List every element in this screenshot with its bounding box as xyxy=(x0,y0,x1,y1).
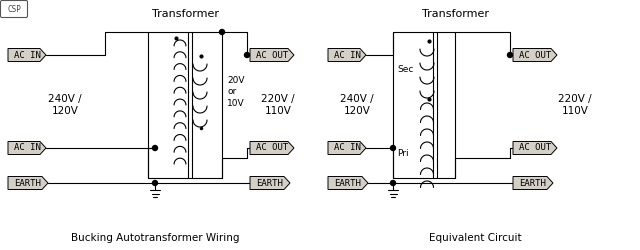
Polygon shape xyxy=(8,176,48,190)
Text: Sec: Sec xyxy=(397,66,413,74)
Bar xyxy=(148,32,222,178)
Text: EARTH: EARTH xyxy=(520,178,547,188)
Polygon shape xyxy=(250,176,290,190)
Polygon shape xyxy=(513,176,553,190)
Polygon shape xyxy=(250,142,294,154)
Text: AC OUT: AC OUT xyxy=(256,144,288,152)
Circle shape xyxy=(390,180,396,186)
Polygon shape xyxy=(513,142,557,154)
Text: AC IN: AC IN xyxy=(13,50,40,59)
Text: AC OUT: AC OUT xyxy=(519,50,551,59)
Bar xyxy=(393,32,455,178)
Text: AC IN: AC IN xyxy=(13,144,40,152)
Text: Pri: Pri xyxy=(397,148,408,158)
Text: Equivalent Circuit: Equivalent Circuit xyxy=(429,233,522,243)
Polygon shape xyxy=(8,48,46,62)
Polygon shape xyxy=(328,142,366,154)
Polygon shape xyxy=(328,176,368,190)
Text: 240V /
120V: 240V / 120V xyxy=(340,94,374,116)
Circle shape xyxy=(152,180,157,186)
Text: EARTH: EARTH xyxy=(335,178,362,188)
Circle shape xyxy=(390,146,396,150)
Text: Transformer: Transformer xyxy=(152,9,218,19)
Polygon shape xyxy=(513,48,557,62)
Text: Bucking Autotransformer Wiring: Bucking Autotransformer Wiring xyxy=(71,233,239,243)
Text: AC OUT: AC OUT xyxy=(256,50,288,59)
Circle shape xyxy=(508,52,513,58)
Polygon shape xyxy=(8,142,46,154)
Text: AC IN: AC IN xyxy=(333,144,360,152)
Text: AC OUT: AC OUT xyxy=(519,144,551,152)
Polygon shape xyxy=(250,48,294,62)
Text: 240V /
120V: 240V / 120V xyxy=(48,94,82,116)
Text: 20V
or
10V: 20V or 10V xyxy=(227,76,244,108)
Circle shape xyxy=(220,30,225,35)
Text: EARTH: EARTH xyxy=(15,178,42,188)
Circle shape xyxy=(152,146,157,150)
Text: EARTH: EARTH xyxy=(257,178,284,188)
Text: 220V /
110V: 220V / 110V xyxy=(558,94,592,116)
Polygon shape xyxy=(328,48,366,62)
Text: CSP: CSP xyxy=(7,4,21,14)
Text: 220V /
110V: 220V / 110V xyxy=(261,94,295,116)
Text: Transformer: Transformer xyxy=(422,9,488,19)
Text: AC IN: AC IN xyxy=(333,50,360,59)
Circle shape xyxy=(244,52,250,58)
